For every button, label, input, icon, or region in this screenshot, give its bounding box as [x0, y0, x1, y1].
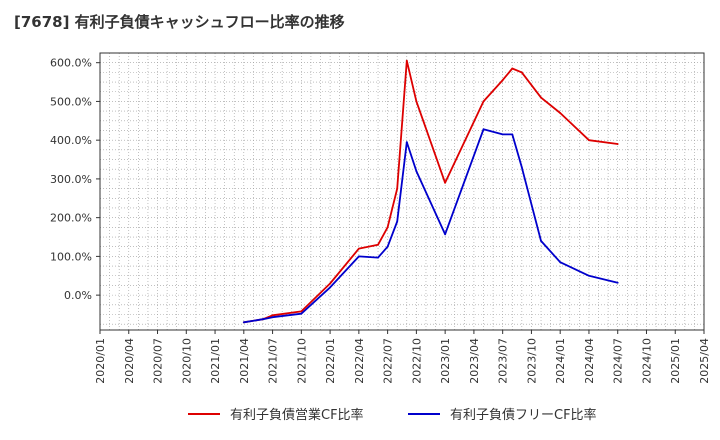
x-axis: 2020/01 2020/04 2020/07 2020/10 2021/01 2021/…: [94, 330, 711, 384]
data-point-1: [520, 166, 523, 169]
data-point-1: [396, 220, 399, 223]
y-tick-label: 500.0%: [50, 95, 92, 108]
x-tick-label: 2021/10: [295, 338, 308, 384]
x-tick-label: 2023/10: [525, 338, 538, 384]
data-point-1: [616, 281, 619, 284]
chart-title: [7678] 有利子負債キャッシュフロー比率の推移: [14, 13, 345, 31]
data-point-1: [377, 256, 379, 259]
data-point-1: [540, 239, 542, 242]
series-line-0: [243, 59, 618, 324]
data-point-0: [588, 139, 590, 142]
data-point-1: [262, 318, 264, 321]
y-tick-label: 400.0%: [50, 134, 92, 147]
data-point-0: [377, 243, 379, 246]
data-point-0: [271, 314, 274, 317]
data-point-1: [559, 261, 562, 264]
data-point-0: [501, 79, 504, 82]
data-point-1: [482, 128, 485, 131]
legend-swatch-free-cf: [408, 412, 440, 415]
x-tick-label: 2023/01: [439, 338, 452, 384]
x-tick-label: 2022/07: [382, 338, 395, 384]
x-tick-label: 2022/10: [410, 338, 423, 384]
data-point-0: [386, 226, 389, 229]
legend: 有利子負債営業CF比率 有利子負債フリーCF比率: [0, 404, 720, 426]
x-tick-label: 2021/04: [238, 338, 251, 384]
y-tick-label: 0.0%: [64, 289, 92, 302]
data-point-1: [415, 170, 418, 173]
legend-label-operating-cf: 有利子負債営業CF比率: [230, 408, 364, 423]
y-tick-label: 300.0%: [50, 173, 92, 186]
data-point-0: [482, 100, 485, 103]
x-tick-label: 2024/01: [554, 338, 567, 384]
series-line-1: [243, 128, 618, 324]
y-axis: 0.0% 100.0% 200.0% 300.0% 400.0% 500.0% 600.0%: [50, 57, 100, 302]
series-layer: [242, 59, 619, 324]
x-tick-label: 2025/01: [669, 338, 682, 384]
x-tick-label: 2024/10: [640, 338, 653, 384]
data-point-0: [300, 310, 303, 313]
x-tick-label: 2025/04: [698, 338, 711, 384]
data-point-0: [540, 96, 542, 99]
data-point-1: [501, 133, 504, 136]
data-point-1: [386, 245, 389, 248]
data-point-1: [271, 316, 274, 319]
data-point-0: [329, 282, 331, 285]
data-point-0: [559, 112, 562, 114]
data-point-1: [444, 233, 447, 236]
data-point-1: [405, 141, 408, 144]
x-tick-label: 2022/04: [353, 338, 366, 384]
grid-layer: [100, 52, 704, 330]
data-point-1: [588, 274, 590, 277]
x-tick-label: 2023/07: [497, 338, 510, 384]
legend-item-free-cf: 有利子負債フリーCF比率: [408, 404, 597, 423]
data-point-0: [396, 187, 399, 190]
data-point-0: [444, 181, 447, 184]
x-tick-label: 2022/01: [324, 338, 337, 384]
legend-label-free-cf: 有利子負債フリーCF比率: [450, 408, 597, 423]
x-tick-label: 2020/04: [123, 338, 136, 384]
x-tick-label: 2020/10: [180, 338, 193, 384]
data-point-1: [357, 255, 360, 258]
legend-swatch-operating-cf: [188, 412, 220, 415]
y-tick-label: 200.0%: [50, 212, 92, 225]
plot-frame: [99, 52, 705, 331]
data-point-0: [405, 59, 408, 62]
data-point-1: [329, 286, 331, 289]
x-tick-label: 2021/01: [209, 338, 222, 384]
x-tick-label: 2023/04: [468, 338, 481, 384]
x-tick-label: 2020/01: [94, 338, 107, 384]
y-tick-label: 100.0%: [50, 250, 92, 263]
data-point-1: [242, 321, 245, 324]
x-tick-label: 2024/07: [612, 338, 625, 384]
data-point-0: [511, 67, 514, 70]
x-tick-label: 2021/07: [267, 338, 280, 384]
data-point-1: [511, 133, 514, 136]
data-point-1: [300, 312, 303, 315]
legend-item-operating-cf: 有利子負債営業CF比率: [188, 404, 364, 423]
x-tick-label: 2020/07: [152, 338, 165, 384]
data-point-0: [357, 247, 360, 250]
data-point-0: [415, 100, 418, 103]
data-point-0: [616, 143, 619, 145]
x-tick-label: 2024/04: [583, 338, 596, 384]
data-point-0: [520, 71, 523, 74]
y-tick-label: 600.0%: [50, 57, 92, 70]
